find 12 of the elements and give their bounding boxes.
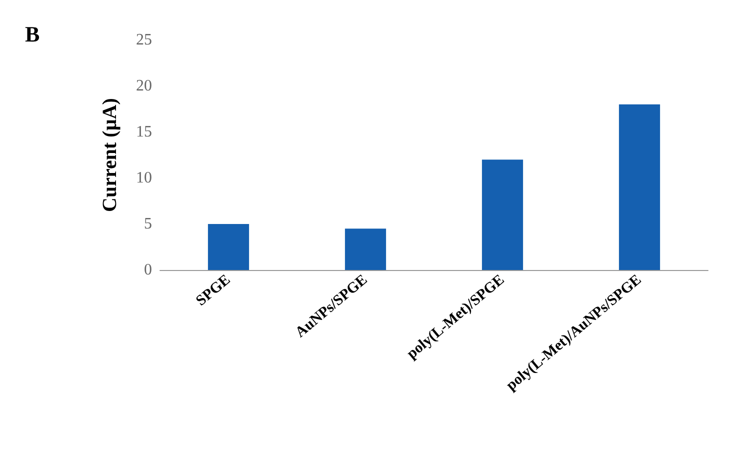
y-tick-label: 25: [136, 32, 152, 48]
y-tick-label: 10: [136, 170, 152, 186]
y-axis-title: Current (µA): [99, 98, 121, 212]
bar: [344, 228, 386, 270]
y-tick-label: 20: [136, 78, 152, 94]
bar: [618, 104, 660, 270]
y-tick-label: 0: [144, 262, 152, 278]
bar: [482, 160, 524, 270]
y-tick-label: 15: [136, 124, 152, 140]
bar: [208, 224, 250, 270]
chart-title: B: [25, 22, 40, 46]
y-tick-label: 5: [144, 216, 152, 232]
